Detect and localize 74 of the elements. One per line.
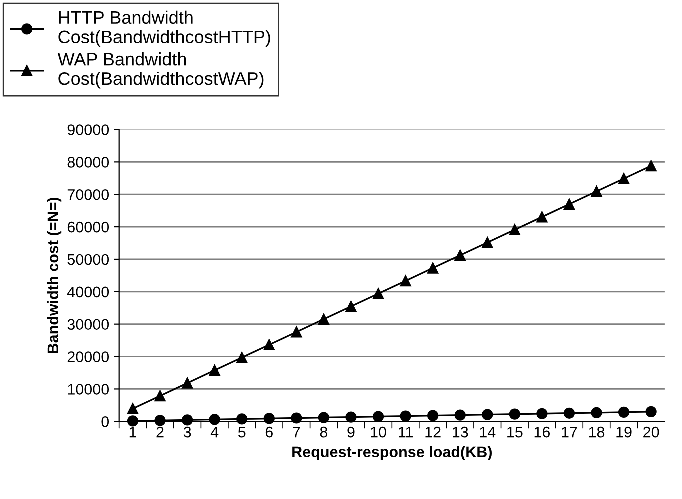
- y-tick-label: 90000: [68, 124, 110, 136]
- x-tick-label: 14: [480, 427, 496, 438]
- x-tick-label: 15: [508, 427, 523, 438]
- point: [618, 406, 630, 418]
- y-tick-label: 80000: [68, 157, 110, 168]
- y-tick-label: 20000: [68, 352, 110, 362]
- point: [482, 237, 494, 248]
- x-tick-label: 13: [453, 426, 468, 438]
- x-tick-label: 17: [562, 427, 578, 438]
- point: [536, 408, 548, 420]
- y-tick-label: 40000: [68, 286, 110, 298]
- point: [318, 412, 330, 424]
- point: [482, 409, 494, 420]
- point: [428, 410, 439, 422]
- x-tick-label: 6: [266, 426, 273, 438]
- y-tick-label: 70000: [68, 189, 110, 200]
- y-tick-label: 30000: [68, 319, 110, 330]
- x-tick-label: 9: [348, 426, 355, 438]
- x-tick-label: 3: [184, 426, 192, 438]
- x-tick-label: 10: [371, 426, 386, 438]
- x-axis-title: Request-response load(KB): [292, 446, 492, 461]
- point: [372, 288, 384, 300]
- legend-label: HTTP Bandwidth Cost(BandwidthcostHTTP): [58, 10, 270, 48]
- point: [400, 276, 412, 287]
- x-tick-label: 1: [130, 427, 136, 438]
- point: [591, 186, 602, 198]
- point: [182, 414, 194, 426]
- point: [346, 301, 357, 312]
- point: [209, 364, 220, 376]
- point: [646, 406, 657, 418]
- x-tick-label: 5: [238, 427, 246, 438]
- point: [428, 262, 439, 274]
- point: [318, 314, 330, 325]
- x-tick-label: 19: [616, 426, 632, 438]
- y-tick-label: 10000: [68, 384, 110, 395]
- point: [400, 410, 412, 422]
- y-tick-label: 60000: [68, 222, 110, 233]
- point: [454, 410, 466, 421]
- point: [536, 212, 548, 223]
- point: [236, 352, 248, 364]
- point: [591, 407, 602, 418]
- x-tick-label: 18: [589, 426, 605, 438]
- point: [509, 408, 520, 420]
- y-tick-label: 50000: [68, 254, 110, 266]
- point: [291, 412, 302, 424]
- x-tick-label: 8: [320, 426, 328, 438]
- point: [182, 378, 194, 389]
- point: [154, 390, 166, 402]
- point: [372, 411, 384, 422]
- y-axis-title: Bandwidth cost (=N=): [47, 198, 62, 354]
- x-tick-label: 16: [534, 426, 550, 438]
- point: [291, 326, 302, 338]
- point: [236, 414, 248, 425]
- point: [209, 414, 220, 426]
- point: [346, 412, 357, 423]
- point: [264, 339, 275, 351]
- x-tick-label: 12: [426, 426, 441, 438]
- legend-label: WAP Bandwidth Cost(BandwidthcostWAP): [58, 52, 264, 89]
- point: [127, 416, 139, 427]
- x-tick-label: 7: [293, 427, 300, 438]
- point: [564, 408, 576, 419]
- point: [264, 413, 275, 424]
- point: [564, 198, 576, 210]
- x-tick-label: 4: [210, 427, 219, 438]
- point: [509, 224, 520, 236]
- x-tick-label: 11: [399, 427, 413, 438]
- point: [154, 415, 166, 426]
- x-tick-label: 2: [156, 426, 164, 438]
- y-tick-label: 0: [102, 416, 110, 428]
- point: [618, 173, 630, 184]
- x-tick-label: 20: [644, 426, 660, 438]
- point: [454, 250, 466, 262]
- point: [127, 403, 139, 414]
- point: [646, 160, 657, 172]
